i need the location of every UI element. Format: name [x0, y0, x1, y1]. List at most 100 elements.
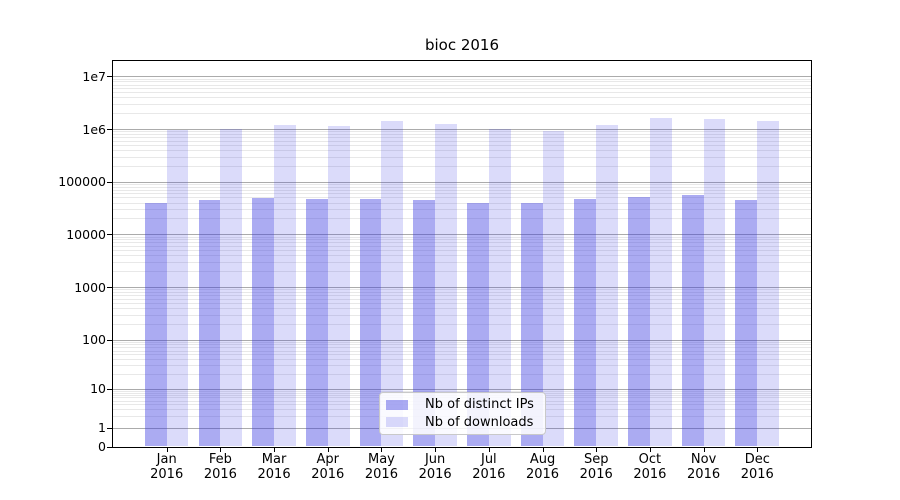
gridline-minor [113, 202, 811, 204]
x-tick-mark [166, 447, 168, 452]
y-tick-label: 10 [90, 381, 106, 397]
plot-border [112, 60, 812, 448]
legend-row-downloads: Nb of downloads [386, 415, 539, 430]
y-tick-label: 100000 [58, 174, 106, 190]
bar-distinct-ips-feb [198, 200, 221, 447]
gridline-minor [113, 144, 811, 146]
y-tick-label: 100 [82, 332, 106, 348]
bar-downloads-apr [327, 126, 350, 447]
legend-swatch-distinct-ips [386, 399, 408, 410]
bar-downloads-feb [220, 129, 243, 447]
gridline-minor [113, 97, 811, 99]
gridline-minor [113, 350, 811, 352]
gridline-minor [113, 88, 811, 90]
gridline-minor [113, 250, 811, 252]
gridline-minor [113, 134, 811, 136]
gridline-minor [113, 298, 811, 300]
gridline-minor [113, 186, 811, 188]
x-tick-year: 2016 [633, 467, 667, 482]
x-tick-label-jul: Jul 2016 [461, 452, 517, 482]
gridline-minor [113, 373, 811, 375]
y-tick-mark [107, 388, 113, 390]
y-tick-label: 10000 [66, 226, 106, 242]
gridline-minor [113, 242, 811, 244]
gridline-minor [113, 165, 811, 167]
legend-row-distinct-ips: Nb of distinct IPs [386, 397, 539, 412]
x-tick-year: 2016 [257, 467, 291, 482]
x-tick-label-may: May 2016 [353, 452, 409, 482]
bar-downloads-sep [596, 125, 618, 447]
x-tick-label-aug: Aug 2016 [515, 452, 571, 482]
x-tick-mark [488, 447, 490, 452]
gridline-minor [113, 103, 811, 105]
x-tick-year: 2016 [579, 467, 613, 482]
gridline-minor [113, 218, 811, 220]
y-tick-label: 0 [98, 439, 106, 454]
x-tick-label-nov: Nov 2016 [676, 452, 732, 482]
gridline-minor [113, 84, 811, 86]
gridline-minor [113, 140, 811, 142]
x-tick-year: 2016 [364, 467, 398, 482]
y-tick-label: 1 [98, 420, 106, 436]
x-tick-mark [435, 447, 437, 452]
x-tick-year: 2016 [203, 467, 237, 482]
bar-downloads-jan [166, 129, 189, 447]
gridline-minor [113, 189, 811, 191]
gridline-minor [113, 302, 811, 304]
x-tick-label-feb: Feb 2016 [192, 452, 248, 482]
gridline-minor [113, 359, 811, 361]
x-tick-label-oct: Oct 2016 [622, 452, 678, 482]
gridline-minor [113, 255, 811, 257]
gridline-major [113, 76, 811, 78]
bar-downloads-dec [757, 121, 780, 447]
gridline-minor [113, 365, 811, 367]
x-tick-year: 2016 [418, 467, 452, 482]
chart-title: bioc 2016 [424, 36, 500, 54]
x-tick-mark [596, 447, 598, 452]
gridline-minor [113, 344, 811, 346]
x-tick-year: 2016 [740, 467, 774, 482]
plot-area [113, 61, 811, 447]
gridline-minor [113, 292, 811, 294]
legend-label-distinct-ips: Nb of distinct IPs [425, 397, 534, 413]
gridline-minor [113, 271, 811, 273]
gridline-minor [113, 92, 811, 94]
x-tick-mark [703, 447, 705, 452]
x-tick-label-mar: Mar 2016 [246, 452, 302, 482]
gridline-minor [113, 354, 811, 356]
bar-downloads-aug [542, 130, 565, 447]
bar-distinct-ips-apr [305, 198, 328, 447]
gridline-minor [113, 314, 811, 316]
y-tick-label: 1e7 [82, 68, 106, 84]
x-tick-year: 2016 [150, 467, 184, 482]
y-tick-mark [107, 287, 113, 288]
bar-downloads-oct [649, 117, 672, 447]
bar-distinct-ips-nov [681, 195, 704, 447]
x-tick-year: 2016 [687, 467, 721, 482]
bar-distinct-ips-sep [574, 199, 597, 447]
y-tick-mark [107, 129, 113, 130]
bar-distinct-ips-jun [413, 200, 436, 447]
x-tick-mark [542, 447, 544, 452]
x-tick-mark [649, 447, 651, 452]
y-tick-label: 1e6 [82, 121, 106, 137]
y-tick-mark [107, 339, 113, 341]
gridline-minor [113, 390, 811, 392]
gridline-minor [113, 261, 811, 263]
gridline-minor [113, 193, 811, 195]
gridline-minor [113, 78, 811, 80]
bar-downloads-mar [274, 125, 296, 447]
y-tick-mark [107, 446, 113, 448]
gridline-minor [113, 307, 811, 309]
gridline-major [113, 234, 811, 236]
gridline-major [113, 339, 811, 341]
bar-distinct-ips-jul [467, 203, 489, 447]
gridline-minor [113, 239, 811, 241]
x-tick-mark [327, 447, 329, 452]
gridline-minor [113, 245, 811, 247]
bar-downloads-nov [703, 118, 726, 447]
gridline-major [113, 388, 811, 390]
gridline-minor [113, 184, 811, 185]
x-tick-label-dec: Dec 2016 [729, 452, 785, 482]
